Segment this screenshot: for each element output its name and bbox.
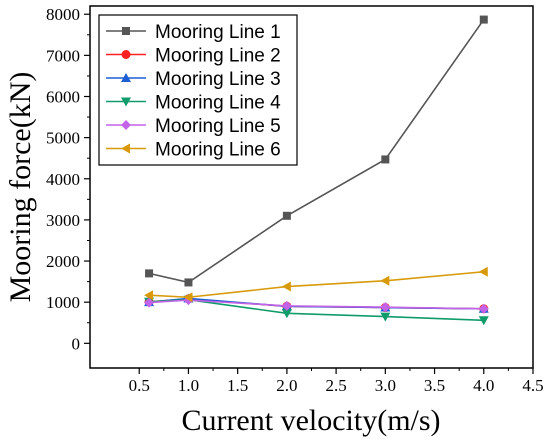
legend-entry: Mooring Line 6 — [106, 140, 281, 161]
series-layer — [144, 15, 489, 326]
legend-marker — [121, 73, 131, 82]
x-tick-label: 1.0 — [178, 376, 199, 395]
x-tick-label: 3.5 — [424, 376, 445, 395]
legend-marker — [121, 97, 131, 107]
y-tick-label: 5000 — [46, 129, 80, 148]
y-axis: 0 1000 2000 3000 4000 5000 6000 7000 8000 — [46, 5, 90, 353]
y-tick-label: 0 — [72, 334, 81, 353]
legend-entry: Mooring Line 2 — [106, 46, 281, 67]
data-point — [281, 281, 291, 292]
legend-marker — [121, 50, 131, 59]
y-tick-label: 7000 — [46, 46, 80, 65]
x-tick-label: 2.5 — [325, 376, 346, 395]
data-point — [479, 15, 488, 24]
data-point — [381, 155, 390, 164]
x-axis: 0.5 1.0 1.5 2.0 2.5 3.0 3.5 4.0 4.5 — [129, 368, 544, 395]
data-point — [183, 292, 193, 303]
x-tick-label: 2.0 — [276, 376, 297, 395]
series-1 — [145, 15, 488, 287]
x-tick-label: 4.0 — [473, 376, 494, 395]
y-tick-label: 4000 — [46, 170, 80, 189]
y-tick-label: 1000 — [46, 293, 80, 312]
data-point — [478, 303, 489, 314]
x-axis-title: Current velocity(m/s) — [181, 404, 440, 437]
data-point — [478, 266, 488, 277]
data-point — [281, 309, 292, 319]
x-tick-label: 0.5 — [129, 376, 150, 395]
series-line — [149, 299, 484, 310]
y-axis-title: Mooring force(kN) — [4, 72, 37, 303]
data-point — [282, 211, 291, 220]
series-2 — [144, 294, 489, 314]
data-point — [145, 269, 154, 278]
legend-label: Mooring Line 6 — [155, 140, 281, 161]
y-tick-label: 3000 — [46, 211, 80, 230]
x-tick-label: 3.0 — [375, 376, 396, 395]
legend-label: Mooring Line 1 — [155, 22, 281, 43]
x-tick-label: 1.5 — [227, 376, 248, 395]
legend-marker — [121, 120, 131, 130]
legend-label: Mooring Line 2 — [155, 46, 281, 67]
legend-entry: Mooring Line 3 — [106, 69, 281, 90]
legend-label: Mooring Line 4 — [155, 93, 281, 114]
legend-marker — [121, 143, 130, 154]
data-point — [144, 297, 155, 308]
y-tick-label: 6000 — [46, 88, 80, 107]
legend-entry: Mooring Line 4 — [106, 93, 281, 114]
legend-label: Mooring Line 5 — [155, 116, 281, 137]
data-point — [380, 312, 391, 322]
data-point — [281, 300, 292, 311]
y-tick-label: 8000 — [46, 5, 80, 24]
x-tick-label: 4.5 — [522, 376, 543, 395]
data-point — [144, 290, 154, 301]
series-line — [149, 298, 484, 322]
legend-entry: Mooring Line 1 — [106, 22, 281, 43]
series-6 — [144, 266, 488, 303]
data-point — [184, 278, 193, 287]
data-point — [380, 302, 391, 313]
legend-box — [98, 14, 298, 166]
legend-marker — [122, 27, 130, 35]
data-point — [478, 316, 489, 326]
data-point — [380, 275, 390, 286]
legend-label: Mooring Line 3 — [155, 69, 281, 90]
legend-entry: Mooring Line 5 — [106, 116, 281, 137]
series-5 — [144, 295, 489, 314]
y-tick-label: 2000 — [46, 252, 80, 271]
